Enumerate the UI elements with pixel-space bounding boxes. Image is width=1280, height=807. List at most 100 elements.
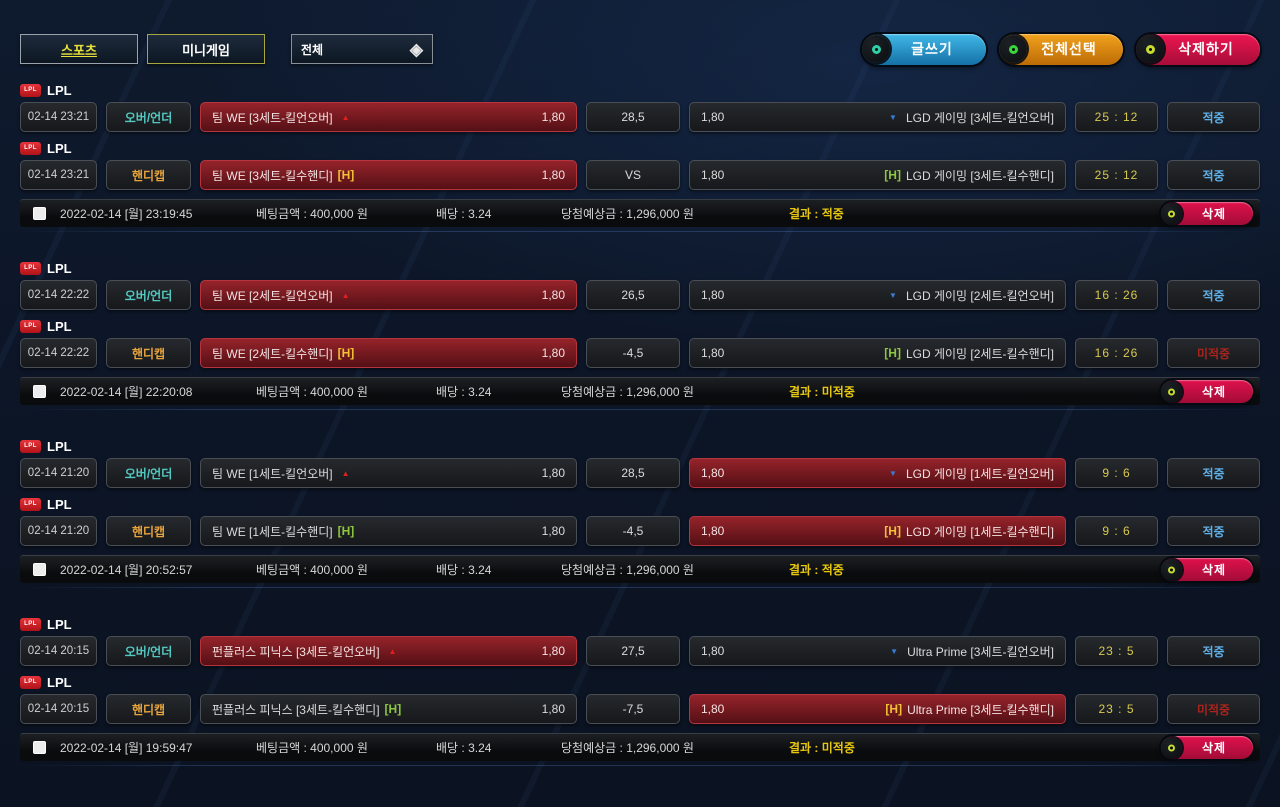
league-header: LPL LPL (20, 260, 1260, 276)
home-name-wrap: 팀 WE [1세트-킬수핸디] [H] (212, 523, 354, 540)
league-header: LPL LPL (20, 140, 1260, 156)
delete-button-label: 삭제 (1201, 563, 1227, 577)
summary-result: 결과 : 적중 (789, 563, 844, 577)
orb-icon (1161, 381, 1182, 402)
league-lpl-icon: LPL (20, 675, 41, 689)
away-name-wrap: [H] LGD 게이밍 [3세트-킬수핸디] (884, 167, 1054, 184)
home-name: 팀 WE [2세트-킬수핸디] (212, 346, 333, 361)
away-name-wrap: ▼ LGD 게이밍 [2세트-킬언오버] (889, 287, 1054, 304)
league-header: LPL LPL (20, 438, 1260, 454)
summary-bar: 2022-02-14 [월] 22:20:08 베팅금액 : 400,000 원… (20, 377, 1260, 410)
away-box: 1,80 [H] LGD 게이밍 [3세트-킬수핸디] (689, 160, 1066, 190)
bet-entry: LPL LPL 02-14 23:21 핸디캡 팀 WE [3세트-킬수핸디] … (20, 141, 1260, 190)
result-badge: 미적중 (1167, 694, 1260, 724)
bet-row: 02-14 21:20 오버/언더 팀 WE [1세트-킬언오버] ▲ 1,80… (20, 458, 1260, 488)
summary-bar: 2022-02-14 [월] 19:59:47 베팅금액 : 400,000 원… (20, 733, 1260, 766)
delete-button[interactable]: 삭제 (1161, 558, 1253, 581)
orb-icon (1136, 35, 1164, 63)
delete-button[interactable]: 삭제 (1161, 202, 1253, 225)
away-box: 1,80 [H] LGD 게이밍 [2세트-킬수핸디] (689, 338, 1066, 368)
score-value: 16 : 26 (1075, 338, 1158, 368)
home-name-wrap: 팀 WE [2세트-킬수핸디] [H] (212, 345, 354, 362)
select-checkbox[interactable] (33, 563, 46, 576)
home-name: 팀 WE [3세트-킬수핸디] (212, 168, 333, 183)
summary-bet-amount: 베팅금액 : 400,000 원 (256, 563, 368, 577)
summary-expected-payout: 당첨예상금 : 1,296,000 원 (561, 385, 694, 399)
bet-group: LPL LPL 02-14 22:22 오버/언더 팀 WE [2세트-킬언오버… (20, 260, 1260, 410)
away-name: LGD 게이밍 [2세트-킬언오버] (905, 288, 1054, 303)
home-name-wrap: 펀플러스 피닉스 [3세트-킬수핸디] [H] (212, 701, 401, 718)
delete-button[interactable]: 삭제 (1161, 380, 1253, 403)
bet-entry: LPL LPL 02-14 21:20 핸디캡 팀 WE [1세트-킬수핸디] … (20, 497, 1260, 546)
select-checkbox[interactable] (33, 741, 46, 754)
away-odds: 1,80 (701, 466, 725, 480)
summary-datetime: 2022-02-14 [월] 22:20:08 (60, 385, 193, 399)
summary-expected-payout: 당첨예상금 : 1,296,000 원 (561, 741, 694, 755)
over-marker-icon: ▲ (341, 112, 350, 122)
league-lpl-icon: LPL (20, 261, 41, 275)
orb-icon (862, 35, 890, 63)
under-marker-icon: ▼ (889, 112, 897, 122)
home-name: 팀 WE [3세트-킬언오버] (212, 110, 333, 125)
match-time: 02-14 20:15 (20, 636, 97, 666)
line-value: 28,5 (586, 102, 680, 132)
tab-sports[interactable]: 스포츠 (20, 34, 138, 64)
home-name-wrap: 펀플러스 피닉스 [3세트-킬언오버] ▲ (212, 643, 396, 660)
line-value: -7,5 (586, 694, 680, 724)
select-checkbox[interactable] (33, 385, 46, 398)
away-name-wrap: [H] LGD 게이밍 [2세트-킬수핸디] (884, 345, 1054, 362)
away-h-flag: [H] (885, 702, 903, 716)
bet-type: 핸디캡 (106, 694, 191, 724)
home-box: 팀 WE [3세트-킬언오버] ▲ 1,80 (200, 102, 577, 132)
home-odds: 1,80 (541, 524, 565, 538)
home-name: 펀플러스 피닉스 [3세트-킬언오버] (212, 644, 380, 659)
away-odds: 1,80 (701, 702, 725, 716)
summary-bet-amount: 베팅금액 : 400,000 원 (256, 207, 368, 221)
under-marker-icon: ▼ (890, 646, 899, 656)
league-label: LPL (47, 438, 72, 454)
groups: LPL LPL 02-14 23:21 오버/언더 팀 WE [3세트-킬언오버… (20, 83, 1260, 766)
select-all-button[interactable]: 전체선택 (999, 33, 1123, 65)
summary-odds: 배당 : 3.24 (436, 385, 492, 399)
away-odds: 1,80 (701, 346, 725, 360)
league-header: LPL LPL (20, 319, 1260, 334)
rows: LPL LPL 02-14 23:21 오버/언더 팀 WE [3세트-킬언오버… (20, 83, 1260, 190)
away-name: Ultra Prime [3세트-킬수핸디] (907, 702, 1054, 717)
delete-button[interactable]: 삭제 (1161, 736, 1253, 759)
result-badge: 적중 (1167, 516, 1260, 546)
summary-odds: 배당 : 3.24 (436, 741, 492, 755)
summary-odds: 배당 : 3.24 (436, 563, 492, 577)
match-time: 02-14 21:20 (20, 458, 97, 488)
orb-icon (1161, 203, 1182, 224)
match-time: 02-14 22:22 (20, 280, 97, 310)
away-name-wrap: ▼ Ultra Prime [3세트-킬언오버] (890, 643, 1054, 660)
bet-row: 02-14 20:15 오버/언더 펀플러스 피닉스 [3세트-킬언오버] ▲ … (20, 636, 1260, 666)
write-button[interactable]: 글쓰기 (862, 33, 986, 65)
league-label: LPL (47, 260, 72, 276)
league-lpl-icon: LPL (20, 497, 41, 511)
home-odds: 1,80 (541, 346, 565, 360)
select-checkbox[interactable] (33, 207, 46, 220)
rows: LPL LPL 02-14 21:20 오버/언더 팀 WE [1세트-킬언오버… (20, 439, 1260, 546)
league-label: LPL (47, 140, 72, 156)
away-box: 1,80 [H] Ultra Prime [3세트-킬수핸디] (689, 694, 1066, 724)
away-h-flag: [H] (884, 524, 901, 538)
delete-all-button[interactable]: 삭제하기 (1136, 33, 1260, 65)
league-lpl-icon: LPL (20, 141, 41, 155)
orb-icon (1161, 559, 1182, 580)
summary-datetime: 2022-02-14 [월] 20:52:57 (60, 563, 193, 577)
filter-dropdown[interactable]: 전체 ◈ (291, 34, 433, 64)
bet-type: 핸디캡 (106, 338, 191, 368)
bet-group: LPL LPL 02-14 21:20 오버/언더 팀 WE [1세트-킬언오버… (20, 439, 1260, 588)
summary-datetime: 2022-02-14 [월] 19:59:47 (60, 741, 193, 755)
home-h-flag: [H] (384, 702, 402, 716)
page: 스포츠 미니게임 전체 ◈ 글쓰기 전체선택 삭제하기 LPL LPL 02-1… (20, 33, 1260, 766)
tab-minigame[interactable]: 미니게임 (147, 34, 265, 64)
home-name: 팀 WE [1세트-킬수핸디] (212, 524, 333, 539)
bet-entry: LPL LPL 02-14 20:15 핸디캡 펀플러스 피닉스 [3세트-킬수… (20, 675, 1260, 724)
delete-all-button-label: 삭제하기 (1178, 41, 1234, 57)
summary-bet-amount: 베팅금액 : 400,000 원 (256, 741, 368, 755)
home-name: 팀 WE [2세트-킬언오버] (212, 288, 333, 303)
away-name: LGD 게이밍 [1세트-킬언오버] (905, 466, 1054, 481)
home-h-flag: [H] (337, 524, 355, 538)
